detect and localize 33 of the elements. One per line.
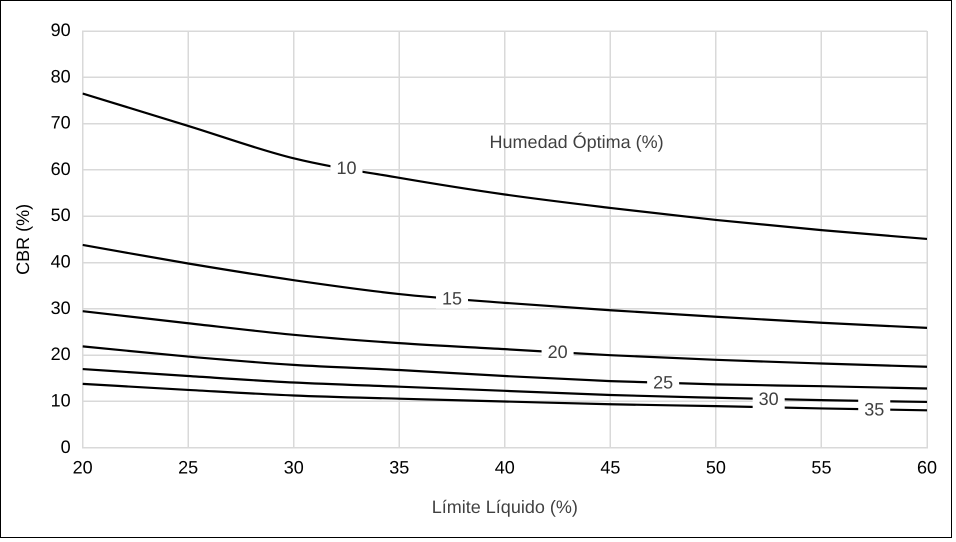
y-tick-label: 30 xyxy=(50,298,71,318)
series-label: 10 xyxy=(336,158,357,178)
y-axis-title: CBR (%) xyxy=(12,204,33,275)
series-label: 20 xyxy=(548,342,568,362)
y-tick-label: 20 xyxy=(50,344,71,364)
series-label: 35 xyxy=(864,399,884,420)
x-tick-label: 60 xyxy=(916,458,938,478)
x-tick-label: 55 xyxy=(811,458,832,478)
y-tick-label: 60 xyxy=(50,158,71,179)
x-tick-label: 40 xyxy=(494,458,515,478)
x-tick-label: 30 xyxy=(284,458,304,478)
y-tick-label: 40 xyxy=(50,252,71,272)
series-label: 30 xyxy=(758,388,779,409)
line-series xyxy=(82,92,927,240)
y-tick-label: 70 xyxy=(50,112,71,133)
x-axis-title: Límite Líquido (%) xyxy=(432,497,578,518)
y-tick-label: 80 xyxy=(50,66,71,86)
x-tick-label: 50 xyxy=(706,458,726,478)
x-tick-label: 45 xyxy=(600,458,620,478)
line-series xyxy=(82,244,927,329)
line-series xyxy=(82,345,927,390)
x-tick-label: 35 xyxy=(389,458,410,478)
annotation: Humedad Óptima (%) xyxy=(490,132,664,152)
y-tick-label: 10 xyxy=(50,390,71,410)
line-series xyxy=(82,310,927,368)
series-label: 25 xyxy=(653,372,674,393)
series-label: 15 xyxy=(442,288,462,308)
line-series xyxy=(82,368,927,404)
y-tick-label: 50 xyxy=(50,205,71,226)
y-tick-label: 0 xyxy=(60,436,71,457)
x-tick-label: 20 xyxy=(72,458,93,478)
x-tick-label: 25 xyxy=(178,458,198,478)
y-tick-label: 90 xyxy=(50,20,71,40)
